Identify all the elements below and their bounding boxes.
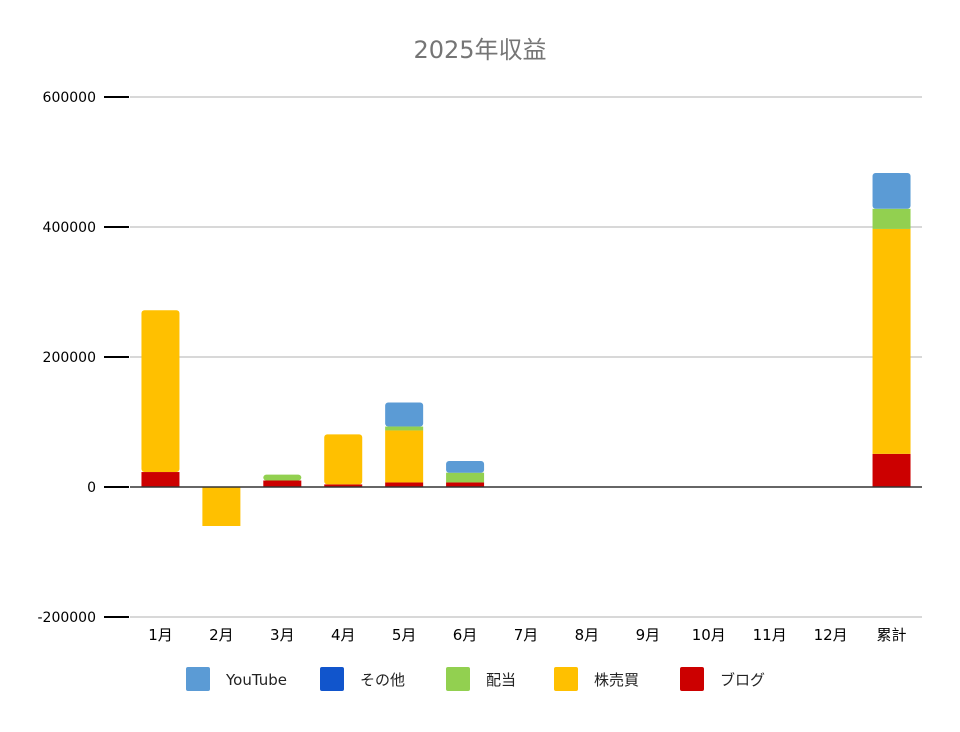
bar-segment-株売買 xyxy=(324,434,363,485)
legend-label: 配当 xyxy=(486,671,516,689)
bar-segment-ブログ xyxy=(324,484,363,487)
y-axis-ticks: -200000 0 200000 400000 600000 xyxy=(38,90,129,626)
x-tick-label: 8月 xyxy=(575,626,600,644)
legend-swatch xyxy=(320,667,344,691)
x-tick-label: 7月 xyxy=(514,626,539,644)
x-tick-label: 9月 xyxy=(636,626,661,644)
x-tick-label: 2月 xyxy=(209,626,234,644)
bar-segment-ブログ xyxy=(141,472,180,487)
bar-segment-配当 xyxy=(872,208,911,229)
x-tick-label: 11月 xyxy=(753,626,787,644)
x-tick-label: 3月 xyxy=(270,626,295,644)
bar-segment-YouTube xyxy=(446,461,485,473)
legend-swatch xyxy=(680,667,704,691)
x-axis-labels: 1月 2月 3月 4月 5月 6月 7月 8月 9月 10月 11月 12月 累計 xyxy=(148,626,906,644)
y-tick-label: -200000 xyxy=(38,610,97,626)
legend: YouTube その他 配当 株売買 ブログ xyxy=(186,667,765,691)
bar-segment-ブログ xyxy=(872,453,911,487)
gridlines xyxy=(130,96,922,618)
x-tick-label: 5月 xyxy=(392,626,417,644)
y-tick-label: 200000 xyxy=(43,350,96,366)
bars xyxy=(141,173,911,526)
legend-swatch xyxy=(186,667,210,691)
bar-segment-配当 xyxy=(446,472,485,483)
bar-segment-株売買 xyxy=(872,228,911,454)
chart-title: 2025年収益 xyxy=(413,36,546,64)
bar-segment-配当 xyxy=(263,474,302,481)
y-tick-label: 400000 xyxy=(43,220,96,236)
bar-segment-YouTube xyxy=(385,402,424,427)
y-tick-label: 600000 xyxy=(43,90,96,106)
bar-segment-株売買 xyxy=(141,310,180,473)
bar-segment-配当 xyxy=(385,426,424,431)
bar-segment-株売買 xyxy=(385,430,424,483)
bar-segment-ブログ xyxy=(446,482,485,487)
bar-segment-ブログ xyxy=(263,480,302,487)
legend-label: ブログ xyxy=(720,671,765,689)
legend-swatch xyxy=(446,667,470,691)
x-tick-label: 6月 xyxy=(453,626,478,644)
x-tick-label: 4月 xyxy=(331,626,356,644)
legend-label: YouTube xyxy=(225,671,287,689)
y-tick-label: 0 xyxy=(87,480,96,496)
legend-label: 株売買 xyxy=(594,671,639,689)
bar-segment-株売買 xyxy=(202,487,241,526)
legend-swatch xyxy=(554,667,578,691)
bar-segment-ブログ xyxy=(385,482,424,487)
x-tick-label: 12月 xyxy=(814,626,848,644)
x-tick-label: 累計 xyxy=(877,626,907,644)
x-tick-label: 1月 xyxy=(148,626,173,644)
legend-label: その他 xyxy=(360,671,405,689)
x-tick-label: 10月 xyxy=(692,626,726,644)
bar-segment-YouTube xyxy=(872,173,911,209)
